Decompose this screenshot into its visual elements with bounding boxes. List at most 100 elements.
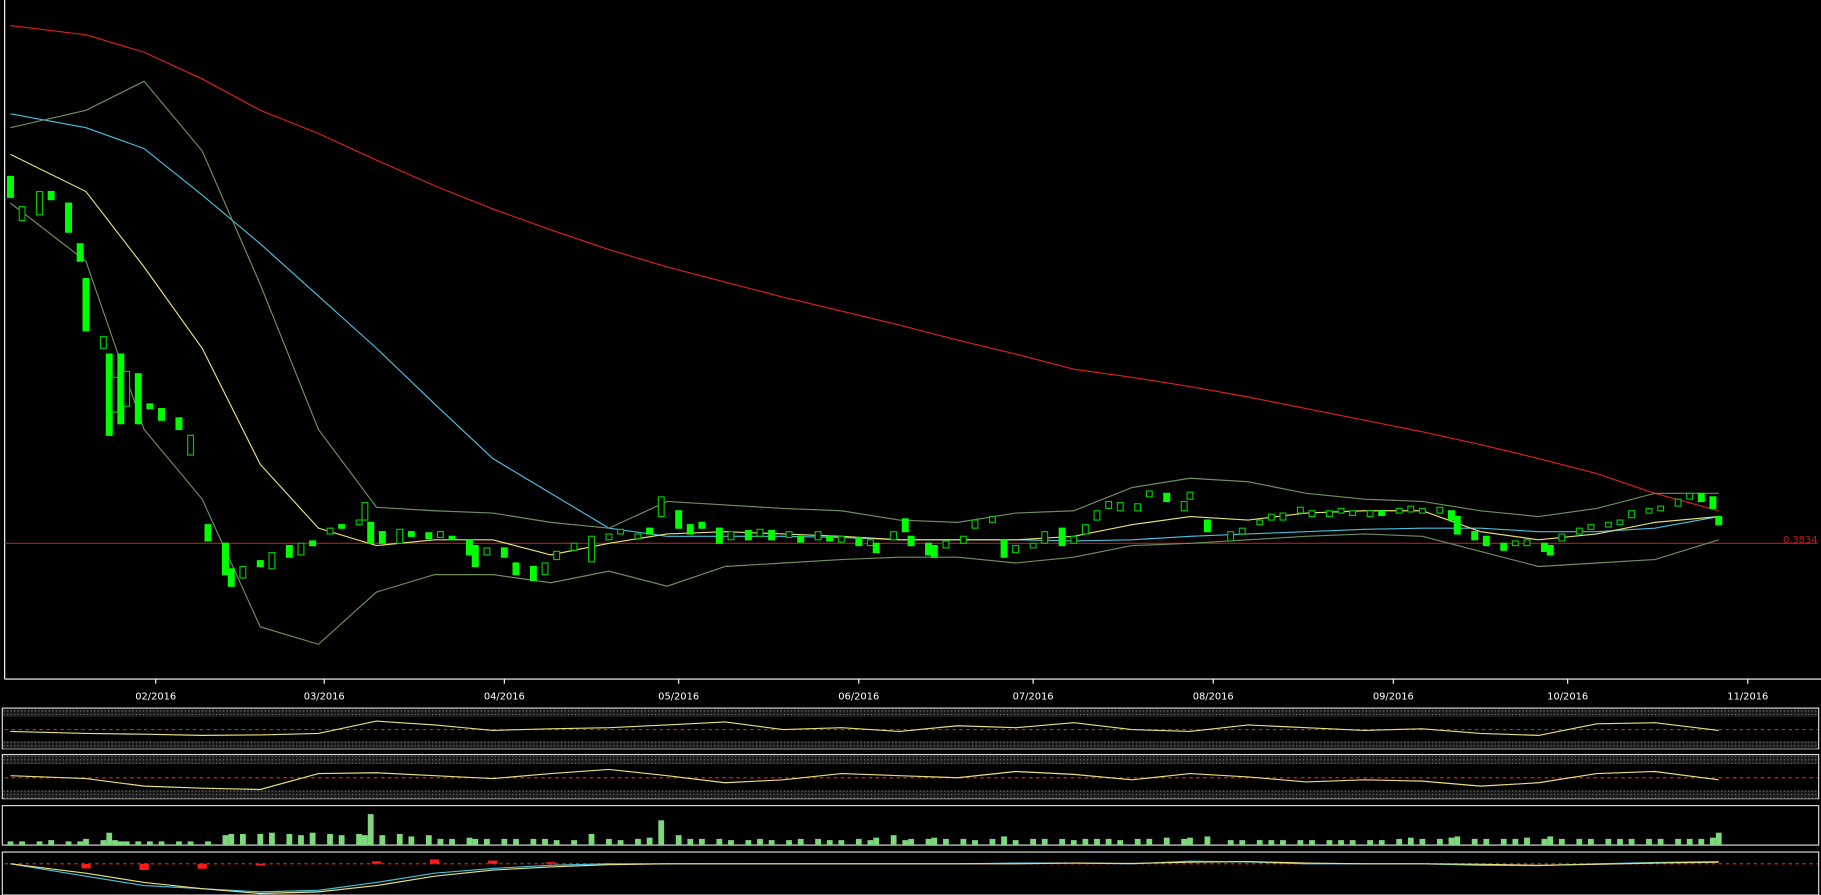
volume-bar (646, 837, 653, 846)
volume-bar (408, 836, 415, 846)
volume-bar (1012, 840, 1019, 846)
panel-shade (3, 755, 1818, 765)
candle-body (396, 528, 404, 544)
candle-body (1436, 506, 1444, 514)
volume-bar (1686, 838, 1693, 846)
x-tick-label: 05/2016 (658, 691, 699, 702)
candle-body (471, 545, 479, 568)
volume-bar (117, 841, 124, 846)
candle-body (1227, 531, 1235, 542)
candle-body (111, 376, 119, 413)
volume-bar (106, 832, 113, 846)
candle-body (1686, 492, 1694, 500)
volume-bar (228, 833, 235, 846)
volume-bar (1134, 838, 1141, 846)
candle-body (123, 370, 131, 407)
candle-body (1604, 521, 1612, 528)
candle-body (1418, 507, 1426, 514)
volume-bar (1396, 838, 1403, 846)
candle-body (1081, 524, 1089, 535)
candle-body (1070, 535, 1078, 544)
volume-bar (960, 838, 967, 846)
volume-bar (361, 835, 368, 846)
candle-body (646, 527, 654, 535)
volume-bar (513, 838, 519, 846)
candle-body (1587, 524, 1595, 530)
volume-bar (1378, 840, 1385, 846)
volume-bar (1524, 837, 1530, 846)
candle-body (361, 502, 369, 521)
volume-bar (1280, 840, 1286, 846)
x-tick-label: 04/2016 (484, 691, 525, 702)
candle-body (1256, 519, 1264, 526)
panel-frame (1, 805, 1820, 846)
volume-bar (484, 838, 490, 846)
candle-body (1366, 510, 1374, 518)
volume-bar (356, 833, 362, 846)
volume-bar (1628, 838, 1635, 846)
volume-bar (1030, 838, 1037, 846)
volume-bar (588, 833, 595, 846)
candle-body (1657, 505, 1665, 512)
candle-body (1575, 527, 1583, 535)
volume-bar (1367, 840, 1374, 846)
candle-body (500, 547, 508, 558)
volume-bar (1187, 837, 1193, 846)
candle-body (134, 373, 142, 425)
candle-body (744, 529, 752, 541)
candle-body (1041, 531, 1049, 544)
candle-body (1628, 510, 1636, 519)
candle-body (465, 539, 473, 556)
candle-body (1012, 545, 1020, 554)
volume-bar (338, 835, 345, 846)
volume-bar (1146, 838, 1153, 846)
candle-body (617, 528, 625, 535)
volume-bar (309, 832, 316, 846)
x-tick-label: 08/2016 (1193, 691, 1234, 702)
candle-body (588, 535, 595, 563)
volume-bar (873, 837, 880, 846)
volume-bar (77, 841, 84, 846)
volume-bar (1547, 836, 1554, 846)
x-tick-label: 06/2016 (838, 691, 879, 702)
x-tick-label: 07/2016 (1013, 691, 1054, 702)
volume-bar (1309, 840, 1315, 846)
candle-body (872, 542, 880, 554)
candle-body (175, 417, 183, 431)
volume-bar (1454, 836, 1461, 846)
candle-body (1511, 540, 1519, 547)
candle-body (1697, 492, 1705, 503)
candle-body (1238, 527, 1246, 535)
volume-bar (1657, 838, 1664, 846)
candle-body (1471, 531, 1479, 541)
candle-body (1029, 542, 1037, 549)
candle-body (1105, 500, 1113, 510)
candle-body (367, 521, 375, 544)
volume-bar (1541, 838, 1548, 846)
volume-bar (728, 840, 734, 846)
volume-bar (1297, 840, 1304, 846)
volume-bar (1256, 840, 1263, 846)
volume-bar (1448, 837, 1455, 846)
volume-bar (1041, 838, 1048, 846)
candle-body (36, 190, 43, 216)
volume-bar (617, 840, 624, 846)
candle-body (1709, 496, 1717, 510)
candle-body (158, 408, 166, 421)
volume-bar (1163, 837, 1170, 846)
volume-bar (1698, 838, 1705, 846)
candle-body (285, 545, 293, 558)
candle-body (698, 521, 706, 529)
volume-bar (1268, 840, 1275, 846)
candle-body (1203, 519, 1211, 533)
volume-bar (797, 838, 804, 846)
volume-bar (257, 833, 264, 846)
candle-body (855, 536, 863, 547)
volume-bar (7, 841, 14, 846)
candle-body (483, 547, 491, 556)
candle-body (930, 545, 938, 558)
candle-body (256, 560, 264, 568)
candle-body (814, 531, 822, 541)
